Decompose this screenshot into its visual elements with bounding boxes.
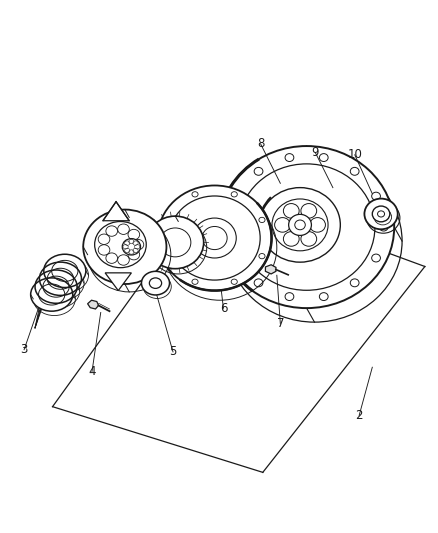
Ellipse shape <box>372 254 381 262</box>
Ellipse shape <box>254 167 263 175</box>
Ellipse shape <box>192 192 198 197</box>
Ellipse shape <box>192 279 198 285</box>
Text: 5: 5 <box>170 345 177 358</box>
Ellipse shape <box>122 239 141 255</box>
Ellipse shape <box>83 209 166 284</box>
Ellipse shape <box>285 154 294 161</box>
Ellipse shape <box>319 154 328 161</box>
Ellipse shape <box>379 223 388 231</box>
Ellipse shape <box>158 185 272 290</box>
Ellipse shape <box>350 279 359 287</box>
Ellipse shape <box>35 270 77 303</box>
Ellipse shape <box>259 217 265 223</box>
Ellipse shape <box>350 167 359 175</box>
Polygon shape <box>88 300 99 309</box>
Ellipse shape <box>231 192 237 197</box>
Polygon shape <box>265 265 276 274</box>
Ellipse shape <box>219 146 394 308</box>
Ellipse shape <box>31 278 73 311</box>
Ellipse shape <box>319 293 328 301</box>
Ellipse shape <box>372 206 390 222</box>
Text: 6: 6 <box>219 302 227 314</box>
Ellipse shape <box>193 218 236 258</box>
Ellipse shape <box>254 279 263 287</box>
Text: 10: 10 <box>347 148 362 161</box>
Text: 8: 8 <box>257 138 264 150</box>
Text: 3: 3 <box>21 343 28 356</box>
Polygon shape <box>103 201 129 221</box>
Ellipse shape <box>164 217 170 223</box>
Ellipse shape <box>44 254 86 287</box>
Ellipse shape <box>233 254 241 262</box>
Text: 4: 4 <box>88 365 96 378</box>
Ellipse shape <box>164 254 170 259</box>
Ellipse shape <box>260 188 340 262</box>
Text: 9: 9 <box>311 146 319 159</box>
Text: 7: 7 <box>276 317 284 330</box>
Ellipse shape <box>39 262 81 295</box>
Ellipse shape <box>95 222 146 268</box>
Ellipse shape <box>147 216 204 269</box>
Ellipse shape <box>225 223 234 231</box>
Ellipse shape <box>259 254 265 259</box>
Ellipse shape <box>285 293 294 301</box>
Ellipse shape <box>141 271 170 295</box>
Text: 2: 2 <box>355 409 363 422</box>
Ellipse shape <box>289 214 311 236</box>
Polygon shape <box>105 273 131 290</box>
Ellipse shape <box>233 192 241 200</box>
Ellipse shape <box>372 192 381 200</box>
Ellipse shape <box>231 279 237 285</box>
Ellipse shape <box>364 199 398 229</box>
